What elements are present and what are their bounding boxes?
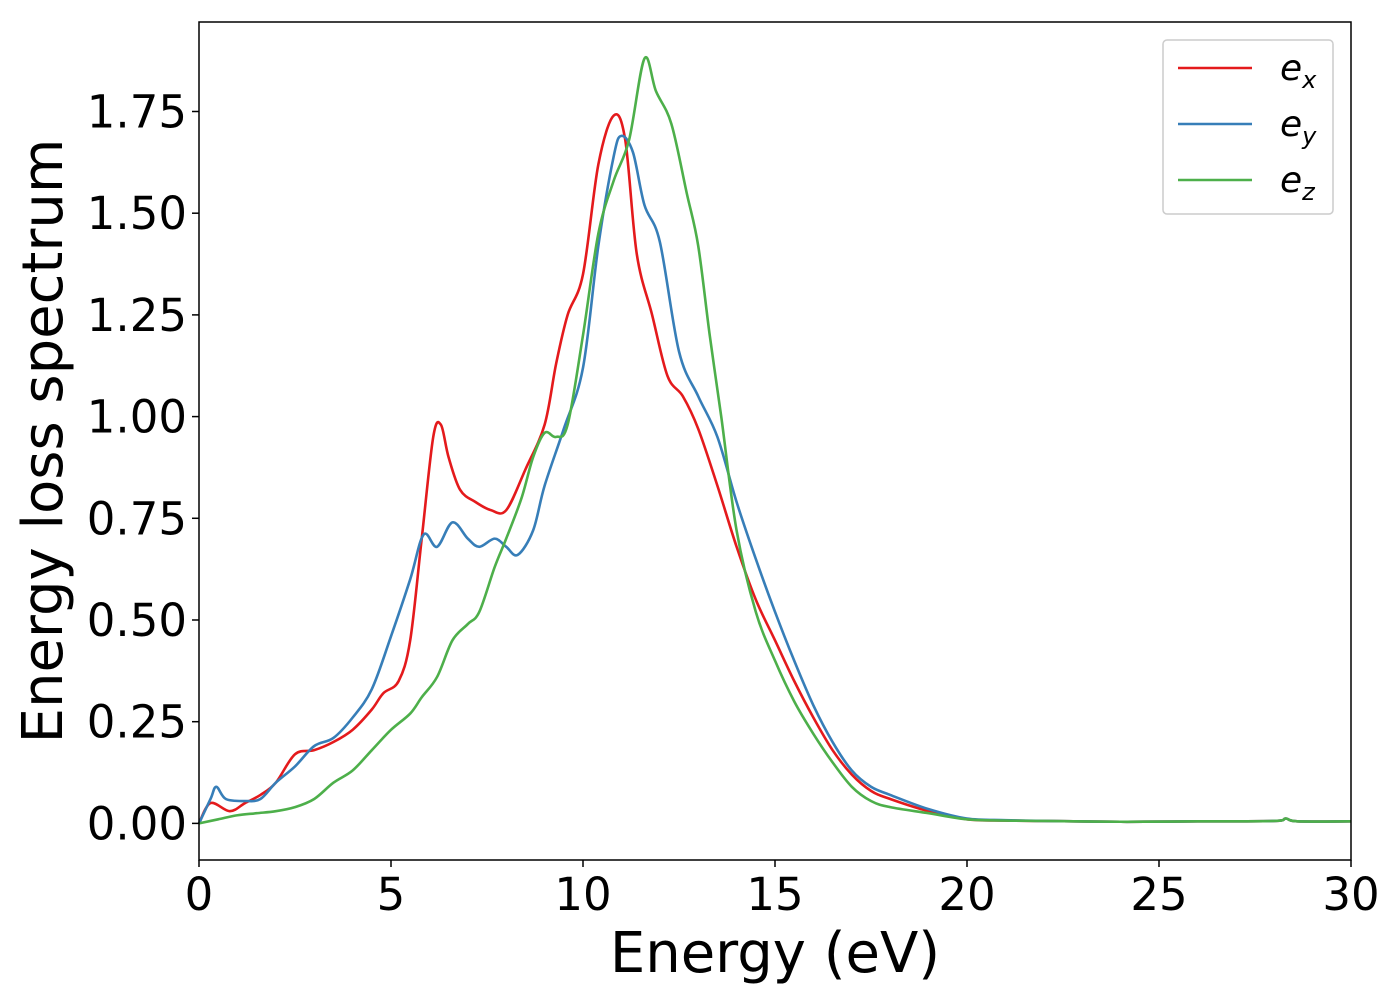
legend-box — [1162, 39, 1334, 215]
x-tick-label: 0 — [185, 868, 214, 921]
y-tick-label: 1.50 — [87, 187, 187, 240]
y-tick-label: 0.75 — [87, 492, 187, 545]
y-tick-label: 0.00 — [87, 797, 187, 850]
x-tick-label: 5 — [377, 868, 406, 921]
series-layer — [197, 55, 1352, 825]
y-axis-label: Energy loss spectrum — [11, 139, 76, 744]
x-tick-label: 30 — [1322, 868, 1379, 921]
x-axis-label: Energy (eV) — [610, 921, 940, 986]
x-tick-label: 20 — [938, 868, 995, 921]
series-line-x — [197, 113, 1352, 825]
series-line-y — [197, 134, 1352, 824]
series-line-z — [198, 55, 1352, 825]
y-tick-label: 1.25 — [87, 289, 187, 342]
x-tick-label: 10 — [554, 868, 611, 921]
x-axis: 0 5 10 15 20 25 30 — [185, 860, 1380, 921]
y-tick-label: 0.50 — [87, 594, 187, 647]
y-tick-label: 1.75 — [87, 85, 187, 138]
y-axis: 0.00 0.25 0.50 0.75 1.00 1.25 1.50 1.75 — [87, 85, 199, 850]
y-tick-label: 0.25 — [87, 696, 187, 749]
y-tick-label: 1.00 — [87, 391, 187, 444]
x-tick-label: 25 — [1130, 868, 1187, 921]
x-tick-label: 15 — [746, 868, 803, 921]
